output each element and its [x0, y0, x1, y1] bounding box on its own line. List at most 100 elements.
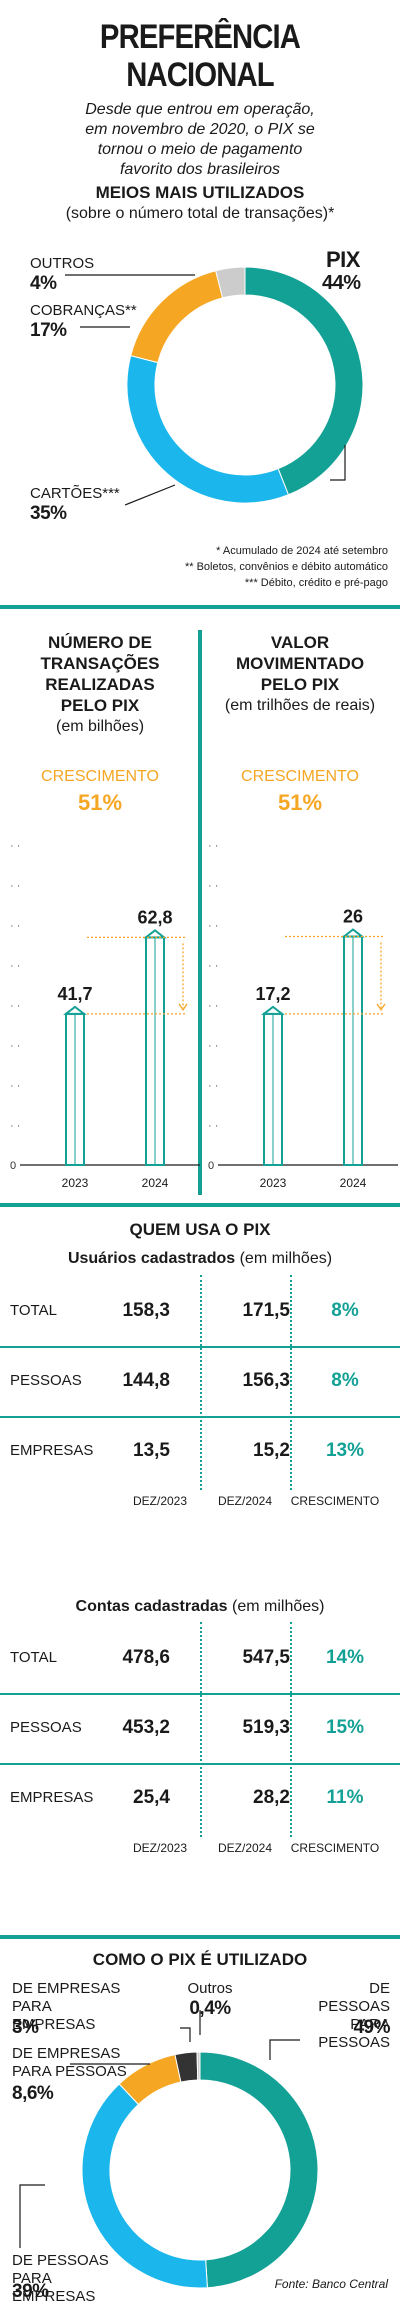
others-label-value: 4%: [30, 273, 57, 294]
table2-title-unit: (em milhões): [227, 1598, 325, 1615]
p2p-label-value: 49%: [353, 2017, 390, 2038]
source-text: Fonte: Banco Central: [274, 2277, 388, 2291]
transactions-2023-value-label: 41,7: [57, 984, 92, 1004]
row-growth: 14%: [325, 1647, 365, 1668]
transactions-bars: 0 · · · · · · · · · · · · · · · · 41,7 2023 62,8 202…: [10, 840, 200, 1190]
users-heading: QUEM USA O PIX: [129, 1220, 271, 1239]
column-label: CRESCIMENTO: [290, 1841, 380, 1855]
transactions-growth-value: 51%: [77, 790, 123, 815]
table1-title: Usuários cadastrados (em milhões): [0, 1250, 400, 1268]
note-1: * Acumulado de 2024 até setembro: [216, 545, 388, 557]
row-value-2024: 547,5: [242, 1647, 290, 1668]
boletos-label-name: COBRANÇAS**: [30, 302, 137, 319]
p2b-leader-line: [19, 2184, 45, 2248]
y-tick-dots: · ·: [208, 1080, 218, 1092]
other-label-value: 0,4%: [189, 1998, 231, 2019]
y-tick-dots: · ·: [208, 1040, 218, 1052]
y-tick-dots: · ·: [10, 880, 20, 892]
row-value-2024: 156,3: [242, 1370, 290, 1391]
growth-arrow-head: [376, 1003, 386, 1012]
volume-2023-category-label: 2023: [260, 1176, 287, 1190]
bar-charts: 0 · · · · · · · · · · · · · · · · 41,7 2023 62,8 202…: [10, 840, 398, 1190]
row-value-2023: 453,2: [122, 1717, 170, 1738]
row-value-2023: 478,6: [122, 1647, 170, 1668]
volume-2024-value-label: 26: [343, 907, 363, 927]
donut2-chart: [19, 2010, 319, 2289]
p2p-leader-line: [269, 2039, 300, 2060]
row-growth: 8%: [331, 1300, 359, 1321]
y-tick-dots: · ·: [10, 920, 20, 932]
row-label: TOTAL: [10, 1649, 57, 1666]
row-value-2023: 25,4: [133, 1787, 170, 1808]
column-label: DEZ/2023: [132, 1841, 188, 1855]
column-divider: [200, 1275, 202, 1490]
y-tick-dots: · ·: [208, 1120, 218, 1132]
donut1-subheading: (sobre o número total de transações)*: [65, 205, 335, 222]
page-subtitle: Desde que entrou em operação, em novembr…: [85, 101, 315, 178]
cards-label-value: 35%: [30, 503, 67, 524]
y-tick-dots: · ·: [208, 840, 218, 852]
p2p-slice: [199, 2051, 319, 2289]
bar-section-divider: [198, 630, 202, 1195]
section-divider: [0, 1203, 400, 1207]
p2b-label-value: 39%: [12, 2281, 49, 2302]
growth-arrow-head: [178, 1003, 188, 1012]
column-label: DEZ/2024: [217, 1494, 273, 1508]
y-tick-dots: · ·: [10, 1080, 20, 1092]
y-tick-dots: · ·: [10, 960, 20, 972]
cards-leader-line: [124, 484, 176, 506]
row-label: EMPRESAS: [10, 1789, 94, 1806]
y-tick-dots: · ·: [208, 920, 218, 932]
cards-label-name: CARTÕES***: [30, 485, 120, 502]
note-3: *** Débito, crédito e pré-pago: [244, 577, 388, 589]
row-label: TOTAL: [10, 1302, 57, 1319]
transactions-2023-bar-cap: [63, 1005, 87, 1015]
transactions-growth-label: CRESCIMENTO: [41, 768, 159, 785]
b2p-label-name: DE EMPRESAS PARA PESSOAS: [12, 2045, 127, 2080]
column-label: DEZ/2023: [132, 1494, 188, 1508]
donut1-chart: [65, 266, 364, 506]
row-value-2024: 28,2: [253, 1787, 290, 1808]
column-divider: [200, 1622, 202, 1837]
volume-unit: (em trilhões de reais): [224, 697, 376, 714]
donut1-slices: [126, 266, 364, 504]
row-value-2024: 519,3: [242, 1717, 290, 1738]
volume-bars: 0 · · · · · · · · · · · · · · · · 17,2 2023 26 2024: [208, 840, 398, 1190]
others-label-name: OUTROS: [30, 255, 95, 272]
other-label-name: Outros: [187, 1980, 233, 1997]
volume-growth-label: CRESCIMENTO: [241, 768, 359, 785]
table1-title-bold: Usuários cadastrados: [67, 1250, 236, 1267]
pix-label-name: PIX: [326, 247, 360, 272]
pix-slice: [244, 266, 364, 496]
b2p-label-value: 8,6%: [12, 2083, 54, 2104]
volume-2024-category-label: 2024: [340, 1176, 367, 1190]
page-title: PREFERÊNCIA NACIONAL: [99, 18, 301, 94]
column-divider: [290, 1275, 292, 1490]
y-tick-dots: · ·: [208, 1000, 218, 1012]
y-tick-dots: · ·: [208, 960, 218, 972]
section-divider: [0, 605, 400, 609]
row-label: PESSOAS: [10, 1719, 82, 1736]
column-label: CRESCIMENTO: [290, 1494, 380, 1508]
pix-label-value: 44%: [322, 272, 361, 294]
row-growth: 11%: [326, 1787, 364, 1808]
column-divider: [290, 1622, 292, 1837]
y-tick-dots: · ·: [10, 1120, 20, 1132]
column-label: DEZ/2024: [217, 1841, 273, 1855]
pix-leader-line: [330, 445, 346, 481]
boletos-slice: [130, 270, 224, 364]
transactions-2024-category-label: 2024: [142, 1176, 169, 1190]
transactions-heading: NÚMERO DE TRANSAÇÕES REALIZADAS PELO PIX: [40, 633, 160, 715]
volume-2023-bar-cap: [261, 1005, 285, 1015]
row-growth: 8%: [331, 1370, 359, 1391]
table1-title-unit: (em milhões): [235, 1250, 333, 1267]
b2b-leader-line: [180, 2027, 191, 2042]
y-tick-dots: · ·: [208, 880, 218, 892]
y-tick-zero: 0: [208, 1160, 214, 1172]
section-divider: [0, 1935, 400, 1939]
cards-slice: [126, 355, 290, 504]
row-value-2023: 13,5: [133, 1440, 170, 1461]
p2p-label-name: DE PESSOAS PARA PESSOAS: [318, 1980, 390, 2051]
donut1-heading: MEIOS MAIS UTILIZADOS: [95, 183, 305, 202]
row-label: PESSOAS: [10, 1372, 82, 1389]
